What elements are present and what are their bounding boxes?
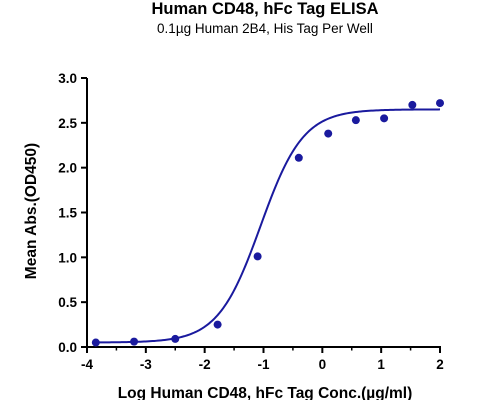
y-tick-label: 3.0 [58, 71, 77, 86]
y-tick-label: 2.0 [58, 161, 77, 176]
data-point [253, 252, 262, 261]
fit-curve [95, 108, 441, 344]
data-points [91, 99, 444, 347]
x-tick-label: 0 [319, 357, 327, 372]
x-tick-label: -2 [199, 357, 211, 372]
chart-title: Human CD48, hFc Tag ELISA [151, 0, 378, 18]
y-axis-ticks: 0.0 0.5 1.0 1.5 2.0 2.5 3.0 [58, 71, 87, 355]
y-tick-label: 0.0 [58, 340, 77, 355]
x-axis-label: Log Human CD48, hFc Tag Conc.(µg/ml) [118, 385, 413, 400]
data-point [380, 114, 389, 123]
y-tick-label: 1.5 [58, 206, 77, 221]
data-point [408, 100, 417, 109]
y-tick-label: 1.0 [58, 250, 77, 265]
y-axis-label: Mean Abs.(OD450) [23, 143, 40, 279]
x-tick-label: -1 [257, 357, 269, 372]
data-point [171, 334, 180, 343]
data-point [213, 320, 222, 329]
data-point [294, 153, 303, 162]
y-tick-label: 2.5 [58, 116, 77, 131]
x-tick-label: -4 [81, 357, 93, 372]
x-tick-label: 2 [436, 357, 444, 372]
x-tick-label: 1 [377, 357, 385, 372]
chart-subtitle: 0.1µg Human 2B4, His Tag Per Well [157, 21, 373, 36]
data-point [351, 116, 360, 125]
data-point [130, 337, 139, 346]
x-axis-ticks: -4 -3 -2 -1 0 1 2 [81, 347, 444, 372]
data-point [324, 129, 333, 138]
x-tick-label: -3 [140, 357, 152, 372]
data-point [91, 338, 100, 347]
y-tick-label: 0.5 [58, 295, 77, 310]
data-point [436, 99, 444, 108]
